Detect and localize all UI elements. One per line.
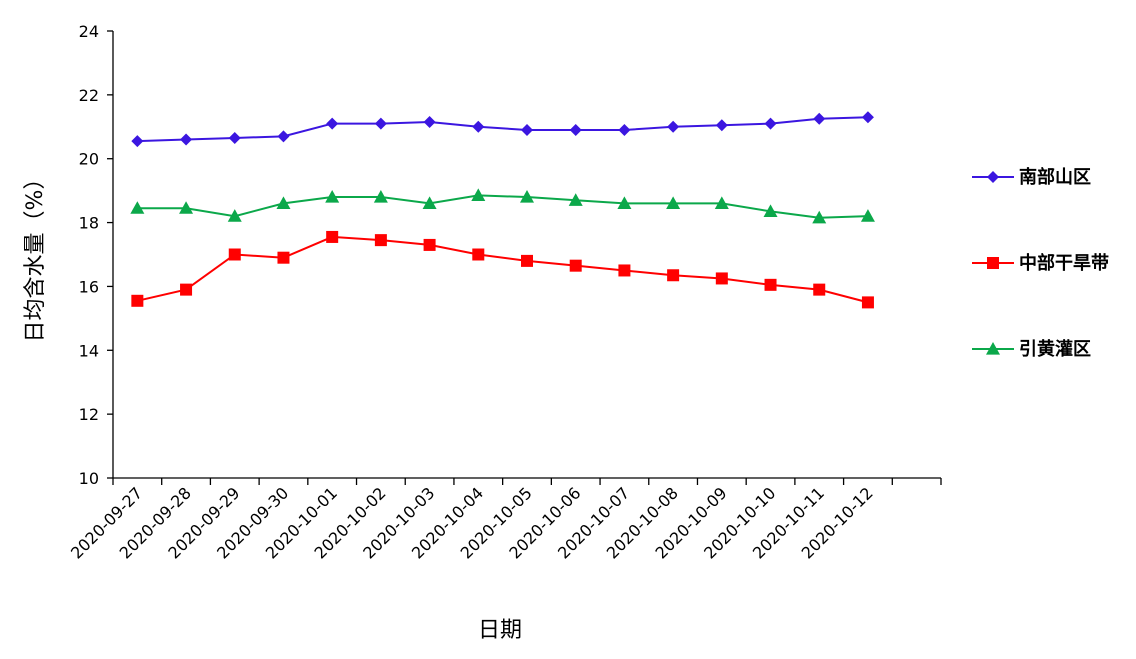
series-2-point bbox=[813, 283, 826, 296]
series-3-point bbox=[666, 196, 681, 210]
series-1-point bbox=[374, 117, 387, 130]
series-2-point bbox=[131, 294, 144, 307]
y-tick-label: 16 bbox=[79, 277, 99, 296]
y-tick-label: 12 bbox=[79, 405, 99, 424]
series-1-point bbox=[569, 123, 582, 136]
x-axis-title: 日期 bbox=[478, 618, 522, 643]
y-tick-label: 24 bbox=[79, 22, 99, 41]
series-3-point bbox=[373, 190, 388, 203]
series-2-point bbox=[374, 234, 387, 247]
series-3-point bbox=[276, 196, 291, 210]
series-2-point bbox=[326, 230, 339, 243]
series-line-2 bbox=[137, 235, 869, 304]
series-3-point bbox=[860, 209, 875, 222]
series-3-point bbox=[568, 193, 583, 206]
series-1-point bbox=[326, 117, 339, 130]
series-1-point bbox=[277, 130, 290, 143]
legend-label: 中部干旱带 bbox=[1019, 252, 1109, 274]
y-tick-label: 20 bbox=[79, 150, 99, 169]
series-1-point bbox=[180, 133, 193, 146]
series-3-point bbox=[227, 209, 242, 222]
series-1-point bbox=[521, 123, 533, 136]
series-3-point bbox=[812, 210, 827, 224]
series-2-point bbox=[521, 254, 533, 267]
series-3-point bbox=[130, 201, 145, 214]
legend-marker bbox=[986, 342, 1000, 355]
y-tick-label: 14 bbox=[79, 341, 99, 360]
series-1-point bbox=[715, 119, 728, 132]
series-3-point bbox=[179, 201, 194, 214]
series-1-point bbox=[861, 111, 874, 124]
y-tick-label: 10 bbox=[79, 469, 99, 488]
series-line-1 bbox=[137, 116, 868, 143]
series-2-point bbox=[228, 248, 241, 261]
y-tick-label: 22 bbox=[79, 86, 99, 105]
series-1-point bbox=[228, 131, 241, 144]
series-2-point bbox=[715, 272, 728, 285]
series-3-point bbox=[325, 190, 340, 203]
series-2-point bbox=[180, 283, 193, 296]
y-tick-label: 18 bbox=[79, 214, 99, 233]
legend-label: 南部山区 bbox=[1019, 166, 1091, 188]
legend-marker bbox=[987, 257, 999, 269]
legend-marker bbox=[987, 171, 999, 183]
series-3-point bbox=[617, 196, 632, 210]
y-axis-title: 日均含水量（%） bbox=[23, 168, 48, 343]
series-3-point bbox=[471, 188, 486, 202]
series-1-point bbox=[667, 120, 680, 133]
series-2-point bbox=[569, 259, 582, 272]
series-2-point bbox=[472, 248, 485, 261]
series-1-point bbox=[813, 112, 826, 125]
series-1-point bbox=[472, 120, 485, 133]
series-2-point bbox=[764, 278, 777, 291]
series-3-point bbox=[520, 190, 534, 203]
series-1-point bbox=[618, 123, 631, 136]
series-2-point bbox=[667, 269, 680, 282]
series-line-3 bbox=[137, 194, 868, 219]
series-1-point bbox=[764, 117, 777, 130]
series-2-point bbox=[277, 251, 290, 264]
series-2-point bbox=[618, 264, 631, 277]
series-1-point bbox=[423, 115, 436, 128]
series-1-point bbox=[131, 135, 144, 148]
series-3-point bbox=[422, 196, 437, 210]
series-2-point bbox=[423, 238, 436, 251]
series-3-point bbox=[714, 196, 729, 210]
series-3-point bbox=[763, 204, 778, 217]
series-2-point bbox=[861, 296, 874, 309]
legend-label: 引黄灌区 bbox=[1019, 338, 1091, 360]
